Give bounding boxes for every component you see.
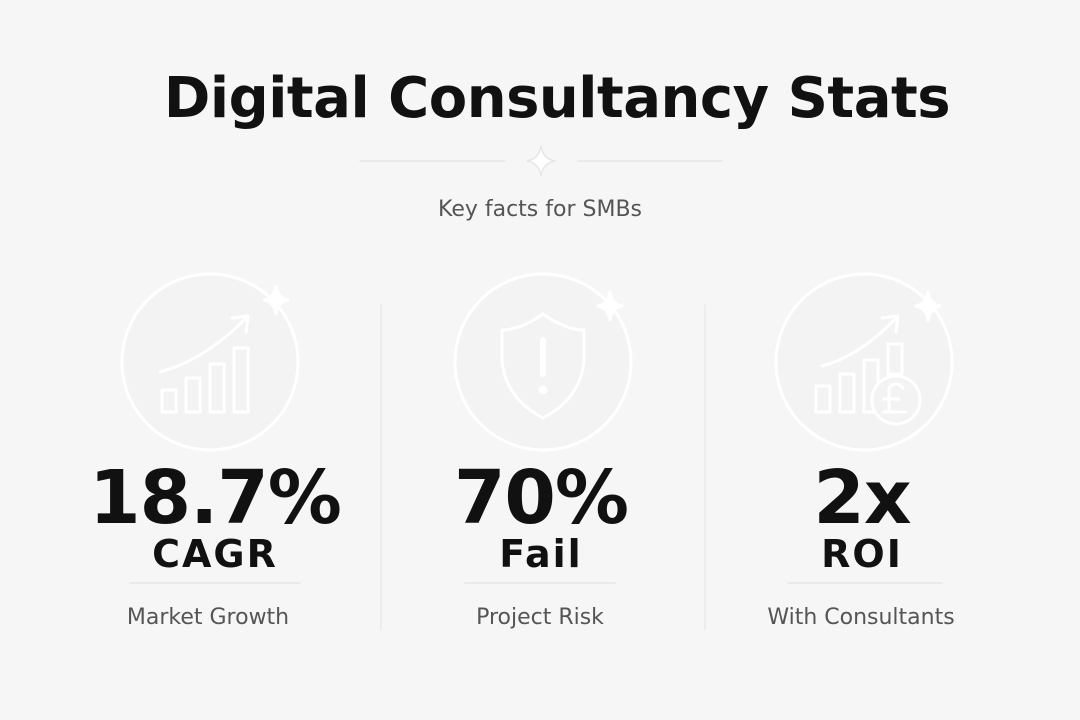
stat-label: With Consultants [767,605,955,630]
stat-label: Market Growth [126,605,290,630]
stat-unit: CAGR [152,532,278,576]
stat-value: 18.7% [89,455,342,541]
stat-value: 70% [453,455,629,541]
stat-label: Project Risk [476,605,604,630]
page-subtitle: Key facts for SMBs [437,197,643,222]
title-divider [359,145,723,177]
growth-icon [120,272,300,452]
stat-value: 2x [813,455,911,541]
stat-unit: Fail [499,532,583,576]
stat-unit: ROI [821,532,903,576]
column-dividers [380,304,706,631]
page-title: Digital Consultancy Stats [163,66,951,131]
roi-icon [774,272,954,452]
shield-icon [453,272,633,452]
